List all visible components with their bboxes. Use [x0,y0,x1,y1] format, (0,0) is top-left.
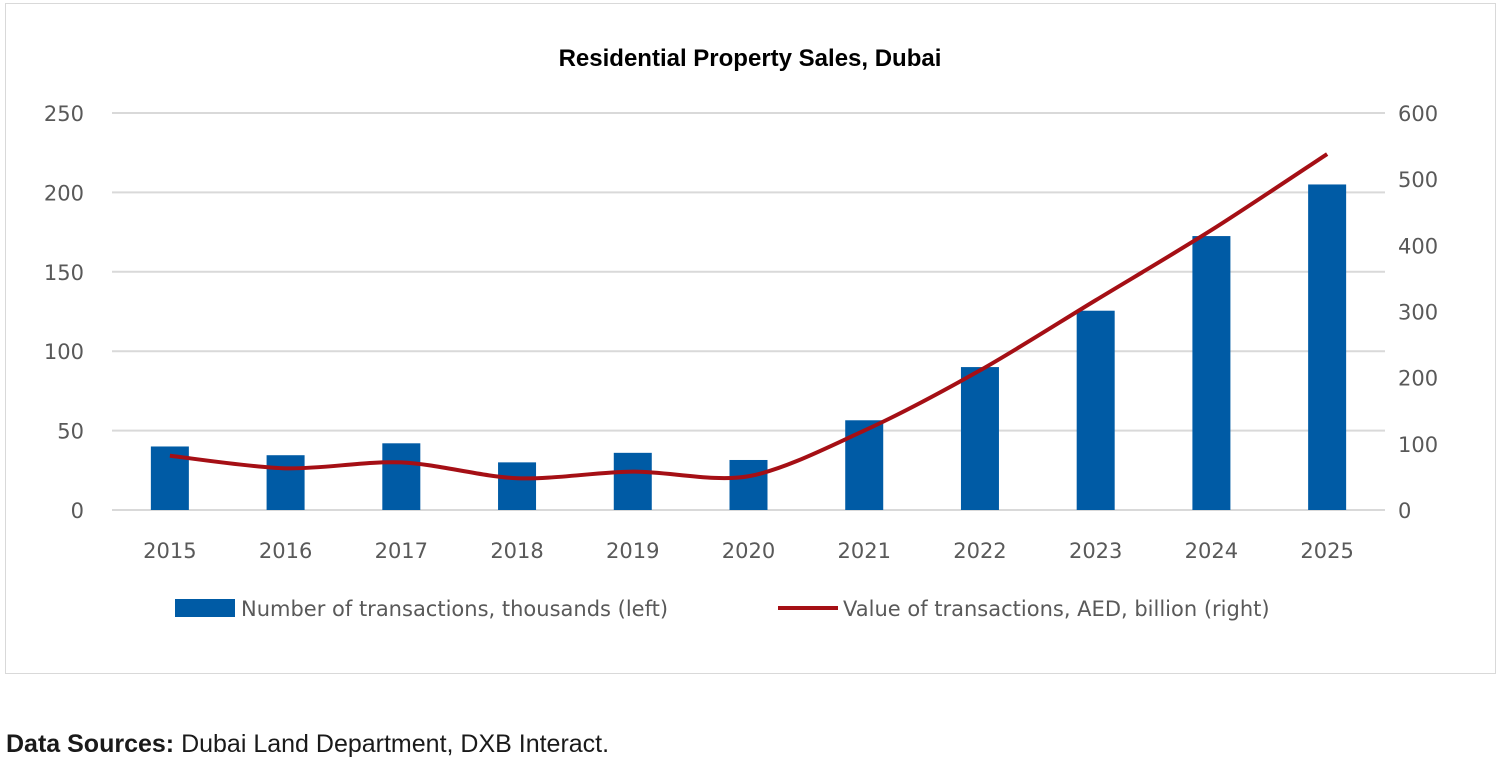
chart-frame [5,3,1496,674]
right-axis-tick-label: 0 [1398,499,1411,523]
bar-2024 [1192,236,1231,510]
x-axis-tick-label: 2020 [722,539,775,563]
legend-bar-swatch [175,599,235,617]
bar-2016 [266,455,305,510]
chart-title: Residential Property Sales, Dubai [559,45,942,72]
right-axis-tick-label: 500 [1398,168,1438,192]
left-axis-tick-label: 100 [44,340,84,364]
left-axis-tick-label: 150 [44,261,84,285]
left-axis-tick-label: 0 [71,499,84,523]
legend: Number of transactions, thousands (left)… [175,597,1270,621]
x-axis-tick-label: 2017 [375,539,428,563]
bar-2021 [845,420,884,510]
x-axis-tick-label: 2015 [143,539,196,563]
footer-label: Data Sources: [6,730,175,758]
x-axis-tick-label: 2022 [953,539,1006,563]
axes: 0 50 100 150 200 250 0 100 200 300 400 500 600 2015 20… [44,102,1438,563]
right-axis-tick-label: 600 [1398,102,1438,126]
right-axis-tick-label: 300 [1398,301,1438,325]
bar-2023 [1076,310,1115,510]
x-axis-tick-label: 2021 [838,539,891,563]
bar-2020 [729,459,768,510]
line-series [169,152,1329,481]
bar-2025 [1308,184,1347,510]
right-axis-tick-label: 100 [1398,433,1438,457]
bar-2017 [382,443,421,510]
left-axis-tick-label: 50 [57,420,84,444]
x-axis-tick-label: 2018 [490,539,543,563]
bar-series [150,184,1347,510]
left-axis-tick-label: 200 [44,181,84,205]
bar-2019 [613,452,652,510]
x-axis-tick-label: 2023 [1069,539,1122,563]
right-axis-tick-label: 200 [1398,367,1438,391]
x-axis-tick-label: 2024 [1185,539,1238,563]
footer-text: Dubai Land Department, DXB Interact. [174,730,610,758]
x-axis-tick-label: 2016 [259,539,312,563]
value-line [169,152,1329,481]
gridlines [112,112,1385,511]
legend-bar-label: Number of transactions, thousands (left) [241,597,668,621]
left-axis-tick-label: 250 [44,102,84,126]
x-axis-tick-label: 2019 [606,539,659,563]
bar-2022 [960,367,999,510]
x-axis-tick-label: 2025 [1300,539,1353,563]
bar-2018 [498,462,537,510]
right-axis-tick-label: 400 [1398,234,1438,258]
legend-line-label: Value of transactions, AED, billion (rig… [843,597,1270,621]
data-sources-note: Data Sources: Dubai Land Department, DXB… [6,730,609,759]
